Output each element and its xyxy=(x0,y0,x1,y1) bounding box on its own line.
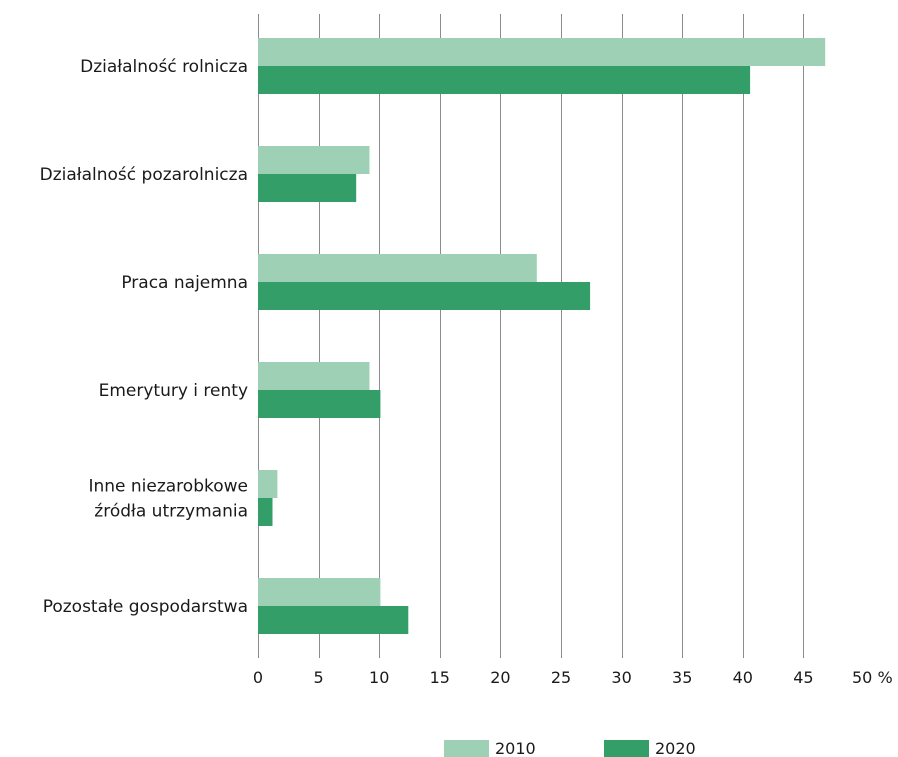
legend-label-2020: 2020 xyxy=(655,739,696,757)
bar-2020-3 xyxy=(258,390,381,418)
bar-2010-3 xyxy=(258,362,370,390)
bar-2010-2 xyxy=(258,254,537,282)
category-label-4-line-1: źródła utrzymania xyxy=(94,502,248,522)
x-tick-label-0: 0 xyxy=(253,668,263,687)
legend: 2010 2020 xyxy=(444,739,696,757)
bar-2010-0 xyxy=(258,38,826,66)
category-label-4-line-0: Inne niezarobkowe xyxy=(88,477,248,497)
gridlines xyxy=(258,14,804,658)
category-label-5: Pozostałe gospodarstwa xyxy=(43,597,248,617)
legend-swatch-2010 xyxy=(444,740,489,757)
category-labels: Działalność rolnicza Działalność pozaroln… xyxy=(40,57,248,617)
category-label-3: Emerytury i renty xyxy=(99,381,248,401)
bar-2010-4 xyxy=(258,470,278,498)
bar-2020-4 xyxy=(258,498,273,526)
x-tick-label-50: 50 % xyxy=(852,668,893,687)
category-label-1: Działalność pozarolnicza xyxy=(40,165,248,185)
x-tick-label-30: 30 xyxy=(611,668,631,687)
category-label-0: Działalność rolnicza xyxy=(80,57,248,77)
x-tick-label-5: 5 xyxy=(314,668,324,687)
x-tick-label-25: 25 xyxy=(551,668,571,687)
x-tick-label-35: 35 xyxy=(672,668,692,687)
x-tick-label-40: 40 xyxy=(733,668,753,687)
bar-2020-5 xyxy=(258,606,409,634)
bar-2020-2 xyxy=(258,282,591,310)
category-label-2: Praca najemna xyxy=(121,273,248,293)
x-tick-label-20: 20 xyxy=(490,668,510,687)
x-tick-label-45: 45 xyxy=(793,668,813,687)
bar-2010-1 xyxy=(258,146,370,174)
x-tick-labels: 0 5 10 15 20 25 30 35 40 45 50 % xyxy=(253,668,893,687)
x-tick-label-15: 15 xyxy=(430,668,450,687)
legend-label-2010: 2010 xyxy=(495,739,536,757)
bars xyxy=(258,38,826,634)
x-tick-label-10: 10 xyxy=(369,668,389,687)
bar-2020-0 xyxy=(258,66,751,94)
bar-2010-5 xyxy=(258,578,381,606)
bar-2020-1 xyxy=(258,174,357,202)
legend-swatch-2020 xyxy=(604,740,649,757)
